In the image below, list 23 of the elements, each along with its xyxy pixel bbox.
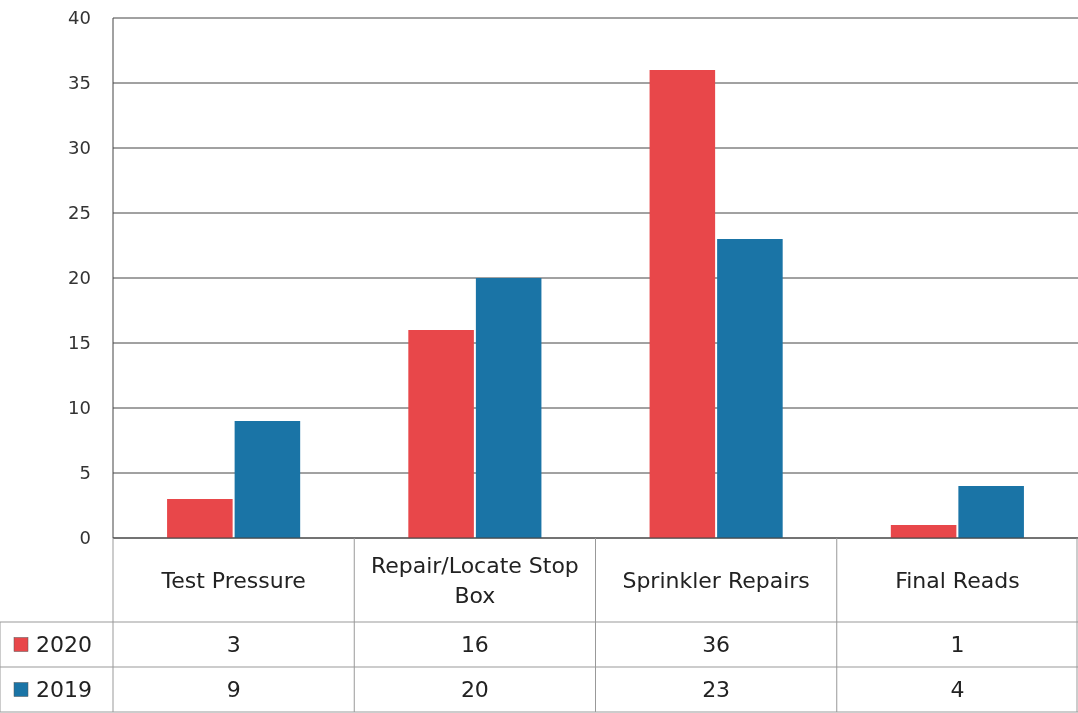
x-tick-label: Test Pressure <box>160 567 306 593</box>
data-label: 3 <box>226 632 241 658</box>
y-tick-label: 40 <box>68 7 91 29</box>
data-label: 20 <box>460 677 489 703</box>
y-tick-label: 35 <box>68 72 91 94</box>
y-tick-label: 20 <box>68 267 91 289</box>
legend-label: 2020 <box>36 632 92 658</box>
y-tick-label: 15 <box>68 332 91 354</box>
data-label: 23 <box>702 677 731 703</box>
y-tick-label: 5 <box>79 462 91 484</box>
x-tick-label: Final Reads <box>895 567 1020 593</box>
y-tick-label: 10 <box>68 397 91 419</box>
data-label: 16 <box>460 632 489 658</box>
data-label: 9 <box>226 677 241 703</box>
data-label: 4 <box>950 677 965 703</box>
data-label: 1 <box>950 632 965 658</box>
y-tick-label: 25 <box>68 202 91 224</box>
x-tick-label: Sprinkler Repairs <box>622 567 810 593</box>
y-tick-label: 30 <box>68 137 91 159</box>
x-tick-label: Repair/Locate Stop Box <box>370 552 579 608</box>
legend-label: 2019 <box>36 677 92 703</box>
y-tick-label: 0 <box>79 527 91 549</box>
data-label: 36 <box>702 632 731 658</box>
